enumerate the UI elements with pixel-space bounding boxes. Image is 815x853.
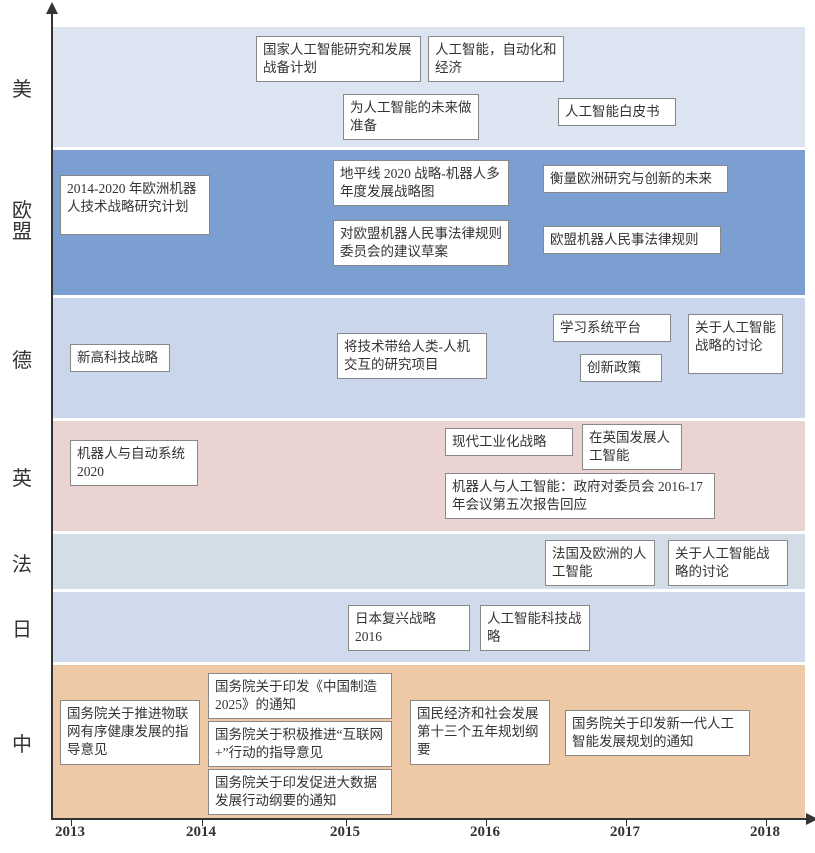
x-tick-mark — [626, 818, 627, 826]
y-label-cn: 中 — [0, 728, 44, 757]
doc-box: 人工智能，自动化和经济 — [428, 36, 564, 82]
doc-box: 国务院关于印发《中国制造 2025》的通知 — [208, 673, 392, 719]
doc-box: 创新政策 — [580, 354, 662, 382]
x-tick-2015: 2015 — [330, 824, 360, 841]
x-tick-2013: 2013 — [55, 824, 85, 841]
y-label-uk: 英 — [0, 462, 44, 491]
y-label-us: 美 — [0, 73, 44, 102]
doc-box: 国务院关于印发新一代人工智能发展规划的通知 — [565, 710, 750, 756]
doc-box: 国民经济和社会发展第十三个五年规划纲要 — [410, 700, 550, 765]
x-tick-2014: 2014 — [186, 824, 216, 841]
doc-box: 衡量欧洲研究与创新的未来 — [543, 165, 728, 193]
y-label-eu: 欧盟 — [0, 201, 44, 243]
doc-box: 关于人工智能战略的讨论 — [668, 540, 788, 586]
doc-box: 国务院关于推进物联网有序健康发展的指导意见 — [60, 700, 200, 765]
x-tick-mark — [346, 818, 347, 826]
doc-box: 人工智能科技战略 — [480, 605, 590, 651]
doc-box: 在英国发展人工智能 — [582, 424, 682, 470]
x-tick-mark — [486, 818, 487, 826]
x-tick-2017: 2017 — [610, 824, 640, 841]
doc-box: 法国及欧洲的人工智能 — [545, 540, 655, 586]
doc-box: 机器人与自动系统 2020 — [70, 440, 198, 486]
y-label-fr: 法 — [0, 548, 44, 577]
y-label-de: 德 — [0, 344, 44, 373]
x-tick-mark — [202, 818, 203, 826]
x-tick-mark — [766, 818, 767, 826]
doc-box: 地平线 2020 战略-机器人多年度发展战略图 — [333, 160, 509, 206]
doc-box: 国家人工智能研究和发展战备计划 — [256, 36, 421, 82]
doc-box: 日本复兴战略 2016 — [348, 605, 470, 651]
x-tick-2018: 2018 — [750, 824, 780, 841]
doc-box: 国务院关于积极推进“互联网+”行动的指导意见 — [208, 721, 392, 767]
timeline-chart: { "layout": { "plot_left": 52, "plot_rig… — [0, 0, 815, 853]
doc-box: 对欧盟机器人民事法律规则委员会的建议草案 — [333, 220, 509, 266]
doc-box: 现代工业化战略 — [445, 428, 573, 456]
doc-box: 人工智能白皮书 — [558, 98, 676, 126]
doc-box: 为人工智能的未来做准备 — [343, 94, 479, 140]
doc-box: 国务院关于印发促进大数据发展行动纲要的通知 — [208, 769, 392, 815]
doc-box: 欧盟机器人民事法律规则 — [543, 226, 721, 254]
doc-box: 2014-2020 年欧洲机器人技术战略研究计划 — [60, 175, 210, 235]
doc-box: 学习系统平台 — [553, 314, 671, 342]
y-label-jp: 日 — [0, 613, 44, 642]
doc-box: 关于人工智能战略的讨论 — [688, 314, 783, 374]
y-axis-arrow — [46, 2, 58, 14]
y-axis-line — [51, 12, 53, 820]
x-tick-2016: 2016 — [470, 824, 500, 841]
x-axis-arrow — [806, 813, 815, 825]
doc-box: 将技术带给人类-人机交互的研究项目 — [337, 333, 487, 379]
doc-box: 新高科技战略 — [70, 344, 170, 372]
x-tick-mark — [71, 818, 72, 826]
doc-box: 机器人与人工智能：政府对委员会 2016-17 年会议第五次报告回应 — [445, 473, 715, 519]
x-axis-line — [51, 818, 806, 820]
